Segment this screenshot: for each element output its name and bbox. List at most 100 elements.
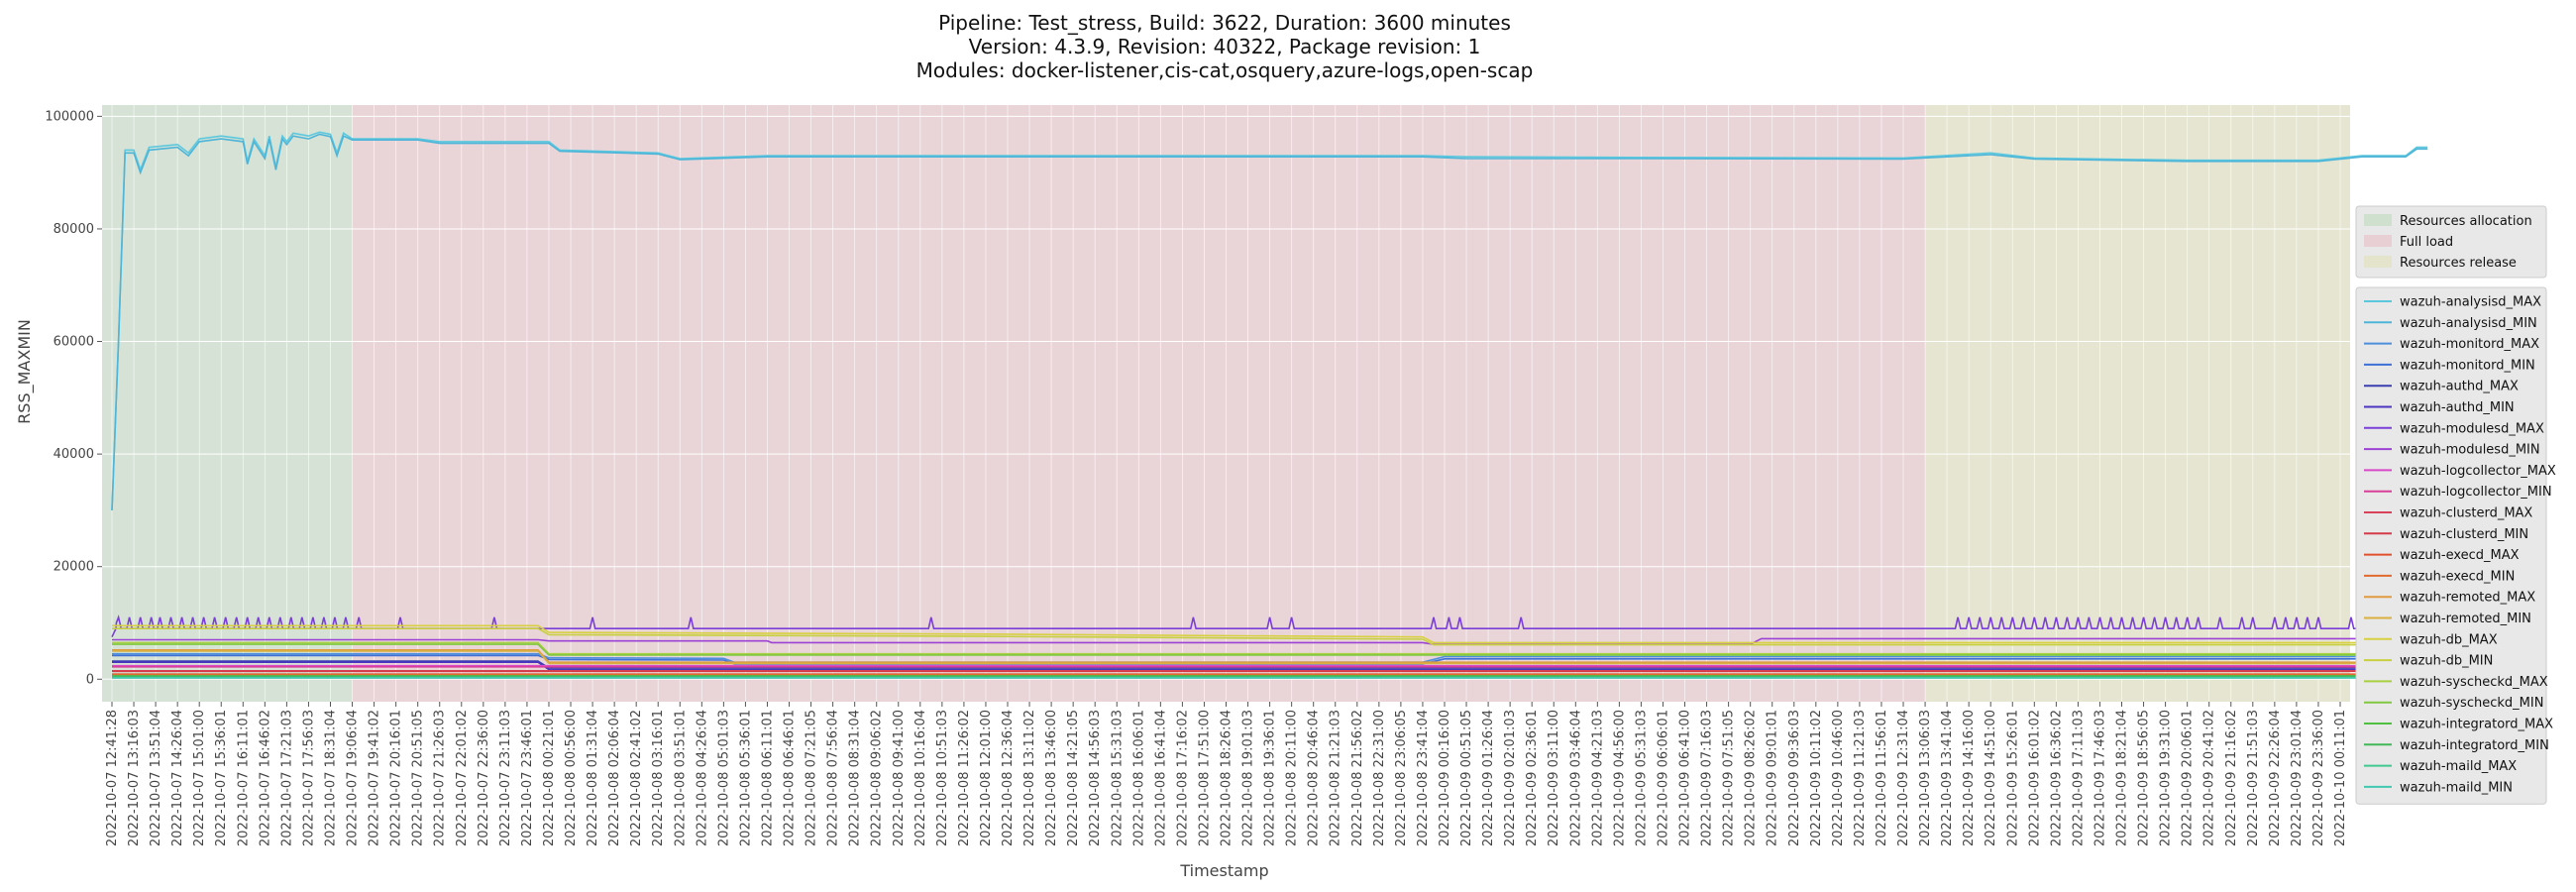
- x-tick-label: 2022-10-08 05:36:01: [738, 710, 753, 846]
- legend-series-label: wazuh-remoted_MIN: [2400, 612, 2531, 626]
- x-tick-label: 2022-10-07 21:26:03: [433, 710, 448, 846]
- x-tick-label: 2022-10-09 11:56:01: [1875, 710, 1889, 846]
- series-line: [112, 641, 2428, 655]
- x-tick-label: 2022-10-08 08:31:04: [848, 710, 863, 846]
- x-tick-label: 2022-10-09 18:56:05: [2137, 710, 2152, 846]
- x-tick-label: 2022-10-09 22:26:04: [2268, 710, 2283, 846]
- x-tick-label: 2022-10-08 00:21:01: [542, 710, 557, 846]
- x-tick-label: 2022-10-08 15:31:03: [1110, 710, 1125, 846]
- x-tick-label: 2022-10-09 21:16:02: [2224, 710, 2239, 846]
- x-tick-label: 2022-10-07 19:41:02: [368, 710, 382, 846]
- x-tick-label: 2022-10-09 21:51:03: [2246, 710, 2261, 846]
- x-tick-label: 2022-10-08 14:21:05: [1066, 710, 1081, 846]
- x-tick-label: 2022-10-08 00:56:00: [564, 710, 579, 846]
- series-line: [112, 650, 2428, 665]
- x-tick-label: 2022-10-08 12:36:04: [1001, 710, 1016, 846]
- x-tick-label: 2022-10-08 06:11:01: [760, 710, 775, 846]
- x-tick-label: 2022-10-09 14:51:00: [1984, 710, 1998, 846]
- legend-series-label: wazuh-analysisd_MIN: [2400, 316, 2537, 331]
- x-tick-label: 2022-10-07 15:36:01: [214, 710, 229, 846]
- series-line: [111, 133, 2428, 510]
- legend-series-label: wazuh-db_MIN: [2400, 654, 2493, 669]
- x-tick-label: 2022-10-08 10:51:03: [935, 710, 950, 846]
- y-tick-label: 60000: [54, 335, 94, 350]
- y-tick-label: 0: [86, 672, 94, 687]
- x-tick-label: 2022-10-09 04:21:03: [1590, 710, 1605, 846]
- grid-lines: [102, 105, 2350, 702]
- x-tick-label: 2022-10-08 17:51:00: [1197, 710, 1212, 846]
- x-tick-label: 2022-10-08 19:36:01: [1263, 710, 1278, 846]
- chart-title: Pipeline: Test_stress, Build: 3622, Dura…: [916, 11, 1534, 82]
- x-tick-label: 2022-10-07 15:01:00: [192, 710, 207, 846]
- x-tick-label: 2022-10-09 00:16:00: [1438, 710, 1452, 846]
- chart-title-line-3: Modules: docker-listener,cis-cat,osquery…: [916, 58, 1534, 82]
- x-tick-label: 2022-10-09 13:06:03: [1918, 710, 1933, 846]
- legend-series-label: wazuh-clusterd_MAX: [2400, 506, 2532, 521]
- x-tick-label: 2022-10-09 06:06:01: [1656, 710, 1670, 846]
- x-tick-label: 2022-10-09 20:41:02: [2202, 710, 2217, 846]
- x-tick-label: 2022-10-09 10:11:02: [1809, 710, 1824, 846]
- x-tick-label: 2022-10-07 14:26:04: [170, 710, 185, 846]
- legend-series-label: wazuh-modulesd_MIN: [2400, 443, 2540, 458]
- x-axis-ticks: 2022-10-07 12:41:28 2022-10-07 13:16:03 20…: [105, 702, 2348, 846]
- x-tick-label: 2022-10-07 18:31:04: [323, 710, 338, 846]
- x-tick-label: 2022-10-08 13:46:00: [1044, 710, 1059, 846]
- x-tick-label: 2022-10-08 02:41:02: [629, 710, 644, 846]
- legend-series-label: wazuh-syscheckd_MIN: [2400, 696, 2543, 711]
- y-tick-label: 40000: [54, 447, 94, 462]
- series-line: [111, 131, 2428, 510]
- x-tick-label: 2022-10-07 20:16:01: [389, 710, 404, 846]
- legend-phase-label: Resources allocation: [2400, 214, 2532, 229]
- x-tick-label: 2022-10-09 20:06:01: [2181, 710, 2196, 846]
- x-tick-label: 2022-10-09 14:16:00: [1962, 710, 1977, 846]
- legend-series-label: wazuh-execd_MIN: [2400, 569, 2515, 584]
- legend-series-label: wazuh-remoted_MAX: [2400, 591, 2535, 606]
- x-tick-label: 2022-10-09 15:26:01: [2005, 710, 2020, 846]
- x-tick-label: 2022-10-09 03:11:00: [1547, 710, 1561, 846]
- x-tick-label: 2022-10-09 03:46:04: [1568, 710, 1583, 846]
- x-tick-label: 2022-10-08 16:06:01: [1131, 710, 1146, 846]
- y-tick-label: 100000: [45, 109, 94, 124]
- x-tick-label: 2022-10-09 17:11:03: [2071, 710, 2086, 846]
- x-tick-label: 2022-10-08 19:01:03: [1241, 710, 1256, 846]
- legend-swatch: [2364, 235, 2392, 247]
- legend-series-label: wazuh-monitord_MIN: [2400, 358, 2535, 373]
- x-tick-label: 2022-10-09 23:01:04: [2290, 710, 2305, 846]
- x-tick-label: 2022-10-07 12:41:28: [105, 710, 120, 846]
- x-tick-label: 2022-10-07 16:11:01: [236, 710, 251, 846]
- x-tick-label: 2022-10-08 07:21:05: [805, 710, 819, 846]
- x-tick-label: 2022-10-09 16:01:02: [2027, 710, 2042, 846]
- x-tick-label: 2022-10-09 17:46:03: [2093, 710, 2107, 846]
- legend-series-label: wazuh-db_MAX: [2400, 632, 2498, 647]
- x-tick-label: 2022-10-08 02:06:04: [607, 710, 622, 846]
- x-tick-label: 2022-10-08 18:26:04: [1220, 710, 1234, 846]
- chart-title-line-2: Version: 4.3.9, Revision: 40322, Package…: [969, 35, 1481, 58]
- x-tick-label: 2022-10-07 16:46:02: [258, 710, 272, 846]
- x-tick-label: 2022-10-07 23:11:03: [498, 710, 513, 846]
- x-tick-label: 2022-10-09 13:41:04: [1940, 710, 1955, 846]
- x-tick-label: 2022-10-09 07:51:05: [1722, 710, 1737, 846]
- legend-series-label: wazuh-logcollector_MIN: [2400, 485, 2552, 500]
- series-legend-box: [2355, 286, 2547, 805]
- x-tick-label: 2022-10-09 02:36:01: [1525, 710, 1540, 846]
- x-tick-label: 2022-10-09 06:41:00: [1678, 710, 1693, 846]
- x-tick-label: 2022-10-07 20:51:05: [411, 710, 426, 846]
- x-tick-label: 2022-10-08 20:46:04: [1307, 710, 1322, 846]
- x-tick-label: 2022-10-08 01:31:04: [586, 710, 600, 846]
- legend-series-label: wazuh-integratord_MAX: [2400, 718, 2553, 732]
- x-tick-label: 2022-10-09 09:01:01: [1766, 710, 1780, 846]
- x-tick-label: 2022-10-09 23:36:00: [2311, 710, 2326, 846]
- x-tick-label: 2022-10-09 02:01:03: [1503, 710, 1518, 846]
- x-tick-label: 2022-10-09 01:26:04: [1481, 710, 1496, 846]
- x-tick-label: 2022-10-09 05:31:03: [1634, 710, 1649, 846]
- legend-series-label: wazuh-maild_MIN: [2400, 780, 2513, 795]
- x-tick-label: 2022-10-09 18:21:04: [2115, 710, 2130, 846]
- x-tick-label: 2022-10-09 08:26:02: [1744, 710, 1759, 846]
- legend-phase-label: Full load: [2400, 235, 2453, 250]
- x-tick-label: 2022-10-07 17:21:03: [279, 710, 294, 846]
- x-tick-label: 2022-10-10 00:11:01: [2333, 710, 2348, 846]
- x-tick-label: 2022-10-09 12:31:04: [1896, 710, 1911, 846]
- x-tick-label: 2022-10-09 11:21:03: [1853, 710, 1868, 846]
- x-tick-label: 2022-10-07 23:46:01: [520, 710, 535, 846]
